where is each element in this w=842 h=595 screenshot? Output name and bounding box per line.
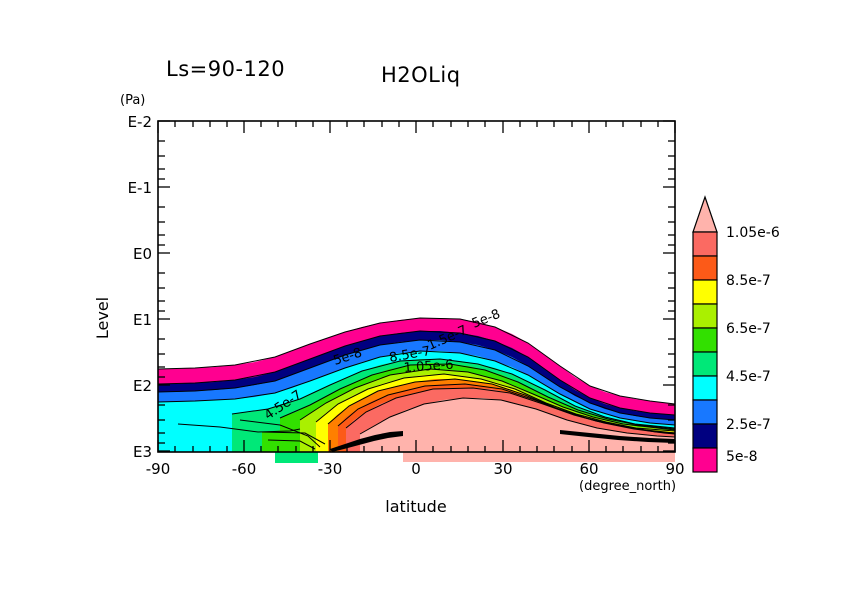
x-tick-label-5: 60 [579,460,598,478]
contour-line-4 [158,350,675,426]
contour-line-5 [231,358,675,429]
colorbar-cell-5e-8 [692,447,718,473]
contour-line-lowleft-4 [267,439,316,450]
colorbar-cell-2.5e-7 [692,423,718,449]
y-tick-label-0: E-2 [128,113,152,131]
contour-line-3 [158,339,675,421]
colorbar-label-1: 8.5e-7 [726,273,771,289]
contour-fill-group [158,317,675,463]
colorbar: 1.05e-6 8.5e-7 6.5e-7 4.5e-7 2.5e-7 5e-8 [692,195,780,473]
colorbar-label-5: 5e-8 [726,449,757,465]
colorbar-cell-9.5e-7 [692,255,718,281]
y-tick-label-2: E0 [133,245,152,263]
contour-line-10 [337,383,675,434]
contour-line-11 [345,387,675,435]
y-tick-label-5: E3 [133,443,152,461]
dark-wedge [330,431,403,452]
colorbar-cell-6.5e-7 [692,327,718,353]
y-tick-label-4: E2 [133,377,152,395]
contour-line-1 [158,317,675,405]
contour-line-lowleft-3 [261,431,326,445]
yaxis-unit: (Pa) [120,93,145,108]
band-4.5e-7-below-axis [275,452,318,463]
contour-line-7 [299,368,675,431]
colorbar-label-3: 4.5e-7 [726,369,771,385]
colorbar-cell-4.5e-7 [692,375,718,401]
x-tick-label-6: 90 [665,460,684,478]
band-max-lower-shelf [403,448,675,462]
colorbar-cell-8.5e-7 [692,279,718,305]
contour-line-lowleft-2 [239,419,321,448]
contour-line-6 [279,363,675,430]
y-axis-title: Level [93,297,112,339]
x-tick-label-2: -30 [318,460,343,478]
contour-label-5: 8.5e-7 [388,344,432,366]
x-tick-label-1: -60 [232,460,257,478]
x-axis-ticks [157,121,676,452]
colorbar-label-4: 2.5e-7 [726,417,771,433]
colorbar-cell-3.5e-7 [692,399,718,425]
colorbar-cell-7.5e-7 [692,303,718,329]
contour-line-8 [315,373,675,432]
colorbar-label-2: 6.5e-7 [726,321,771,337]
x-axis-title: latitude [385,497,446,516]
x-tick-label-3: 0 [411,460,421,478]
x-axis-unit: (degree_north) [579,479,676,494]
title-left: Ls=90-120 [166,57,285,81]
contour-line-2 [158,330,675,416]
colorbar-cell-1.05e-6 [692,231,718,257]
y-tick-label-3: E1 [133,311,152,329]
y-axis-ticks [158,120,675,452]
contour-line-12 [359,397,675,438]
title-right: H2OLiq [381,63,461,87]
colorbar-cell-5.5e-7 [692,351,718,377]
y-tick-label-1: E-1 [128,179,152,197]
contour-label-3: 1.05e-6 [403,358,454,376]
x-tick-label-4: 30 [493,460,512,478]
x-tick-label-0: -90 [146,460,171,478]
dark-wedge-right [560,430,675,443]
colorbar-label-0: 1.05e-6 [726,225,780,241]
band-max [360,398,675,452]
